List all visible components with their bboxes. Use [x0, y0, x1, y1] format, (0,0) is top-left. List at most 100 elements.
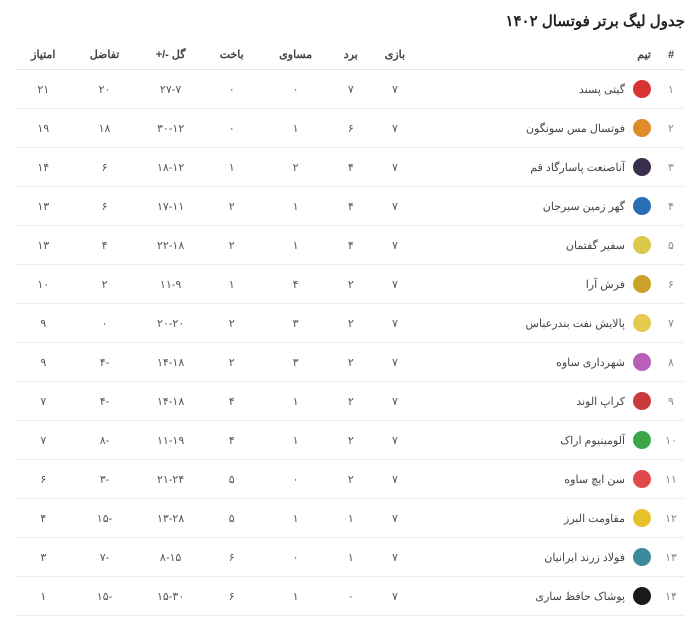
- draw-cell: ۱: [260, 421, 332, 460]
- won-cell: ۴: [332, 148, 371, 187]
- rank-cell: ۱۳: [657, 538, 685, 577]
- team-name: فرش آرا: [586, 278, 625, 291]
- page-title: جدول لیگ برتر فوتسال ۱۴۰۲: [15, 12, 685, 30]
- rank-cell: ۱۱: [657, 460, 685, 499]
- points-cell: ۹: [15, 304, 72, 343]
- draw-cell: ۱: [260, 187, 332, 226]
- team-name: گیتی پسند: [579, 83, 625, 96]
- col-diff: تفاضل: [72, 40, 138, 70]
- team-cell: سن ایچ ساوه: [420, 460, 657, 499]
- lost-cell: ۰: [204, 70, 260, 109]
- table-row: ۸شهرداری ساوه۷۲۳۲۱۴-۱۸-۴۹: [15, 343, 685, 382]
- team-logo-icon: [633, 314, 651, 332]
- won-cell: ۱: [332, 538, 371, 577]
- won-cell: ۶: [332, 109, 371, 148]
- diff-cell: -۷: [72, 538, 138, 577]
- lost-cell: ۲: [204, 226, 260, 265]
- team-name: پالایش نفت بندرعباس: [526, 317, 625, 330]
- diff-cell: ۲۰: [72, 70, 138, 109]
- points-cell: ۶: [15, 460, 72, 499]
- standings-table: # تیم بازی برد مساوی باخت گل -/+ تفاضل ا…: [15, 40, 685, 616]
- team-name: کراپ الوند: [576, 395, 625, 408]
- played-cell: ۷: [370, 109, 420, 148]
- team-logo-icon: [633, 197, 651, 215]
- won-cell: ۲: [332, 265, 371, 304]
- played-cell: ۷: [370, 304, 420, 343]
- lost-cell: ۱: [204, 265, 260, 304]
- points-cell: ۱۳: [15, 226, 72, 265]
- draw-cell: ۱: [260, 577, 332, 616]
- points-cell: ۹: [15, 343, 72, 382]
- team-logo-icon: [633, 158, 651, 176]
- team-cell: فوتسال مس سونگون: [420, 109, 657, 148]
- table-row: ۱۳فولاد زرند ایرانیان۷۱۰۶۸-۱۵-۷۳: [15, 538, 685, 577]
- team-cell: مقاومت البرز: [420, 499, 657, 538]
- won-cell: ۱: [332, 499, 371, 538]
- rank-cell: ۷: [657, 304, 685, 343]
- col-lost: باخت: [204, 40, 260, 70]
- table-row: ۵سفیر گفتمان۷۴۱۲۲۲-۱۸۴۱۳: [15, 226, 685, 265]
- lost-cell: ۰: [204, 109, 260, 148]
- col-rank: #: [657, 40, 685, 70]
- team-logo-icon: [633, 392, 651, 410]
- goals-cell: ۱۵-۳۰: [138, 577, 204, 616]
- table-row: ۱۲مقاومت البرز۷۱۱۵۱۳-۲۸-۱۵۴: [15, 499, 685, 538]
- diff-cell: ۲: [72, 265, 138, 304]
- goals-cell: ۱۱-۹: [138, 265, 204, 304]
- played-cell: ۷: [370, 226, 420, 265]
- points-cell: ۴: [15, 499, 72, 538]
- draw-cell: ۰: [260, 70, 332, 109]
- team-name: فولاد زرند ایرانیان: [544, 551, 625, 564]
- team-cell: پوشاک حافظ ساری: [420, 577, 657, 616]
- table-row: ۹کراپ الوند۷۲۱۴۱۴-۱۸-۴۷: [15, 382, 685, 421]
- draw-cell: ۱: [260, 499, 332, 538]
- table-row: ۴گهر زمین سیرجان۷۴۱۲۱۷-۱۱۶۱۳: [15, 187, 685, 226]
- team-name: سن ایچ ساوه: [564, 473, 625, 486]
- table-row: ۳آناصنعت پاسارگاد قم۷۴۲۱۱۸-۱۲۶۱۴: [15, 148, 685, 187]
- rank-cell: ۴: [657, 187, 685, 226]
- points-cell: ۱۴: [15, 148, 72, 187]
- rank-cell: ۱: [657, 70, 685, 109]
- team-cell: پالایش نفت بندرعباس: [420, 304, 657, 343]
- team-logo-icon: [633, 470, 651, 488]
- goals-cell: ۱۴-۱۸: [138, 382, 204, 421]
- won-cell: ۰: [332, 577, 371, 616]
- lost-cell: ۵: [204, 460, 260, 499]
- goals-cell: ۱۸-۱۲: [138, 148, 204, 187]
- team-name: شهرداری ساوه: [556, 356, 625, 369]
- team-logo-icon: [633, 509, 651, 527]
- played-cell: ۷: [370, 577, 420, 616]
- col-goals: گل -/+: [138, 40, 204, 70]
- table-row: ۶فرش آرا۷۲۴۱۱۱-۹۲۱۰: [15, 265, 685, 304]
- team-cell: آناصنعت پاسارگاد قم: [420, 148, 657, 187]
- lost-cell: ۲: [204, 187, 260, 226]
- draw-cell: ۱: [260, 226, 332, 265]
- points-cell: ۷: [15, 421, 72, 460]
- diff-cell: ۱۸: [72, 109, 138, 148]
- lost-cell: ۶: [204, 577, 260, 616]
- draw-cell: ۴: [260, 265, 332, 304]
- col-draw: مساوی: [260, 40, 332, 70]
- table-row: ۲فوتسال مس سونگون۷۶۱۰۳۰-۱۲۱۸۱۹: [15, 109, 685, 148]
- played-cell: ۷: [370, 70, 420, 109]
- goals-cell: ۱۴-۱۸: [138, 343, 204, 382]
- diff-cell: ۶: [72, 187, 138, 226]
- rank-cell: ۱۲: [657, 499, 685, 538]
- diff-cell: ۴: [72, 226, 138, 265]
- won-cell: ۲: [332, 382, 371, 421]
- played-cell: ۷: [370, 499, 420, 538]
- points-cell: ۳: [15, 538, 72, 577]
- col-won: برد: [332, 40, 371, 70]
- team-name: گهر زمین سیرجان: [543, 200, 625, 213]
- played-cell: ۷: [370, 460, 420, 499]
- points-cell: ۱: [15, 577, 72, 616]
- table-row: ۱۰آلومینیوم اراک۷۲۱۴۱۱-۱۹-۸۷: [15, 421, 685, 460]
- team-name: مقاومت البرز: [564, 512, 625, 525]
- won-cell: ۴: [332, 226, 371, 265]
- lost-cell: ۲: [204, 304, 260, 343]
- diff-cell: -۳: [72, 460, 138, 499]
- diff-cell: -۴: [72, 343, 138, 382]
- won-cell: ۲: [332, 343, 371, 382]
- goals-cell: ۲۱-۲۴: [138, 460, 204, 499]
- team-logo-icon: [633, 80, 651, 98]
